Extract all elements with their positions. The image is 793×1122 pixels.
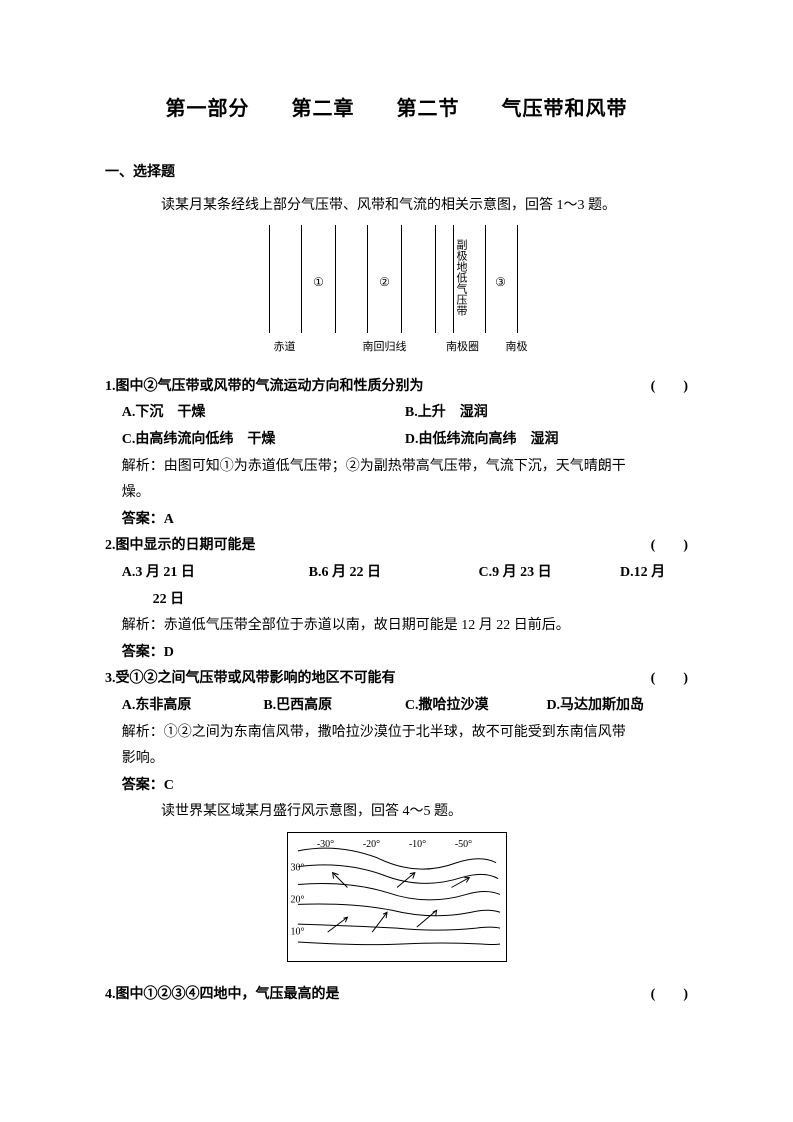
- q3-analysis: 解析：①②之间为东南信风带，撒哈拉沙漠位于北半球，故不可能受到东南信风带: [122, 720, 688, 747]
- q1-opts: A.下沉 干燥 B.上升 湿润 C.由高纬流向低纬 干燥 D.由低纬流向高纬 湿…: [122, 400, 688, 453]
- q4-line: 4. 图中①②③④四地中，气压最高的是 ( ): [105, 982, 688, 1009]
- figure-2: -30° -20° -10° -50° 30° 20° 10°: [287, 832, 507, 962]
- fig1-vline: [517, 225, 518, 333]
- section-head: 一、选择题: [105, 160, 688, 187]
- fig1-circle-label: ③: [495, 271, 506, 294]
- q4-text: 图中①②③④四地中，气压最高的是 ( ): [116, 982, 689, 1009]
- q4-num: 4.: [105, 982, 116, 1009]
- q1-ana-label: 解析：: [122, 459, 164, 474]
- q1-line: 1. 图中②气压带或风带的气流运动方向和性质分别为 ( ): [105, 374, 688, 401]
- q3-text: 受①②之间气压带或风带影响的地区不可能有 ( ): [116, 666, 689, 693]
- q3-ana-label: 解析：: [122, 725, 164, 740]
- q1-ans: A: [164, 512, 174, 527]
- q2-text: 图中显示的日期可能是 ( ): [116, 533, 689, 560]
- fig1-xlabel: 南极: [506, 337, 528, 358]
- fig2-lon-label: -50°: [455, 835, 472, 854]
- q1-opt-d: D.由低纬流向高纬 湿润: [405, 427, 688, 454]
- q3-opt-a: A.东非高原: [122, 693, 264, 720]
- fig1-belt-label: 副极地低气压带: [455, 239, 467, 316]
- q3-opt-d: D.马达加斯加岛: [546, 693, 688, 720]
- q1-analysis: 解析：由图可知①为赤道低气压带；②为副热带高气压带，气流下沉，天气晴朗干: [122, 454, 688, 481]
- q3-ana-text: ①②之间为东南信风带，撒哈拉沙漠位于北半球，故不可能受到东南信风带: [164, 725, 626, 740]
- q1-paren: ( ): [651, 374, 688, 401]
- q2-opt-d: D.12 月: [620, 560, 688, 587]
- fig1-circle-label: ②: [379, 271, 390, 294]
- fig2-lat-label: 20°: [291, 890, 305, 909]
- q2-paren: ( ): [651, 533, 688, 560]
- fig1-vline: [367, 225, 368, 333]
- fig1-circle-label: ①: [313, 271, 324, 294]
- q1-answer: 答案：A: [122, 507, 688, 534]
- q4-paren: ( ): [651, 982, 688, 1009]
- q2-opts: A.3 月 21 日 B.6 月 22 日 C.9 月 23 日 D.12 月 …: [122, 560, 688, 613]
- fig1-vline: [401, 225, 402, 333]
- q2-ans: D: [164, 645, 174, 660]
- figure-1-wrap: 赤道 南回归线 南极圈 南极 ① ② ③ 副极地低气压带: [105, 225, 688, 364]
- q1-ana-text: 由图可知①为赤道低气压带；②为副热带高气压带，气流下沉，天气晴朗干: [164, 459, 626, 474]
- fig2-lat-label: 30°: [291, 858, 305, 877]
- q2-opt-c: C.9 月 23 日: [479, 560, 621, 587]
- figure-1: 赤道南回归线南极圈南极①②③副极地低气压带: [257, 225, 537, 353]
- q2-ans-label: 答案：: [122, 645, 164, 660]
- q3-line: 3. 受①②之间气压带或风带影响的地区不可能有 ( ): [105, 666, 688, 693]
- q1-ans-label: 答案：: [122, 512, 164, 527]
- fig2-lon-label: -20°: [363, 835, 380, 854]
- fig1-vline: [335, 225, 336, 333]
- q2-ana-label: 解析：: [122, 618, 164, 633]
- q1-ana-cont: 燥。: [122, 480, 688, 507]
- q2-num: 2.: [105, 533, 116, 560]
- fig1-xlabel: 赤道: [274, 337, 296, 358]
- q2-ana-text: 赤道低气压带全部位于赤道以南，故日期可能是 12 月 22 日前后。: [164, 618, 570, 633]
- fig1-vline: [485, 225, 486, 333]
- q3-opt-c: C.撒哈拉沙漠: [405, 693, 547, 720]
- q2-opt-d-cont: 22 日: [153, 587, 688, 614]
- q3-opt-b: B.巴西高原: [263, 693, 405, 720]
- fig1-vline: [269, 225, 270, 333]
- q3-text-inner: 受①②之间气压带或风带影响的地区不可能有: [116, 671, 396, 686]
- fig1-xlabel: 南极圈: [446, 337, 479, 358]
- fig1-vline: [453, 225, 454, 333]
- q2-text-inner: 图中显示的日期可能是: [116, 538, 256, 553]
- q1-text: 图中②气压带或风带的气流运动方向和性质分别为 ( ): [116, 374, 689, 401]
- q2-answer: 答案：D: [122, 640, 688, 667]
- fig2-lat-label: 10°: [291, 922, 305, 941]
- q3-ana-cont: 影响。: [122, 746, 688, 773]
- q3-ans: C: [164, 778, 174, 793]
- fig2-lon-label: -30°: [317, 835, 334, 854]
- intro-text-2: 读世界某区域某月盛行风示意图，回答 4～5 题。: [105, 799, 688, 826]
- q2-line: 2. 图中显示的日期可能是 ( ): [105, 533, 688, 560]
- q2-analysis: 解析：赤道低气压带全部位于赤道以南，故日期可能是 12 月 22 日前后。: [122, 613, 688, 640]
- q1-num: 1.: [105, 374, 116, 401]
- page-title: 第一部分 第二章 第二节 气压带和风带: [105, 90, 688, 128]
- q1-opt-a: A.下沉 干燥: [122, 400, 405, 427]
- q3-paren: ( ): [651, 666, 688, 693]
- q3-opts: A.东非高原 B.巴西高原 C.撒哈拉沙漠 D.马达加斯加岛: [122, 693, 688, 720]
- q1-text-inner: 图中②气压带或风带的气流运动方向和性质分别为: [116, 379, 424, 394]
- q3-answer: 答案：C: [122, 773, 688, 800]
- fig1-vline: [301, 225, 302, 333]
- fig1-xlabel: 南回归线: [363, 337, 407, 358]
- q1-opt-b: B.上升 湿润: [405, 400, 688, 427]
- fig1-vline: [435, 225, 436, 333]
- q3-num: 3.: [105, 666, 116, 693]
- q3-ans-label: 答案：: [122, 778, 164, 793]
- fig2-lon-label: -10°: [409, 835, 426, 854]
- figure-2-wrap: -30° -20° -10° -50° 30° 20° 10°: [105, 832, 688, 973]
- q4-text-inner: 图中①②③④四地中，气压最高的是: [116, 987, 340, 1002]
- q2-opt-b: B.6 月 22 日: [309, 560, 479, 587]
- q1-opt-c: C.由高纬流向低纬 干燥: [122, 427, 405, 454]
- intro-text-1: 读某月某条经线上部分气压带、风带和气流的相关示意图，回答 1～3 题。: [105, 193, 688, 220]
- q2-opt-a: A.3 月 21 日: [122, 560, 309, 587]
